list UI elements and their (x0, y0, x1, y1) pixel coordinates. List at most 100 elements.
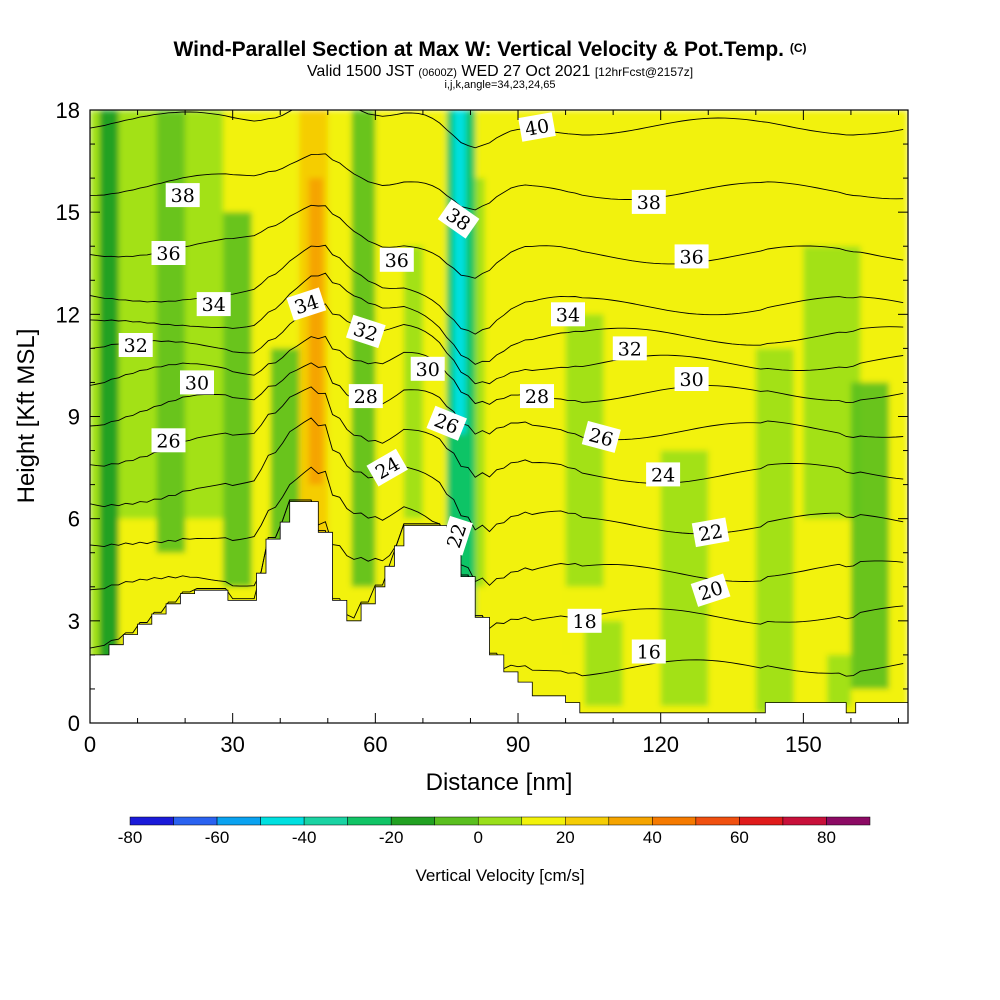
contour-label-17: 36 (674, 244, 709, 269)
colorbar-tick-80: 80 (817, 828, 836, 847)
theta-contour-20 (90, 466, 904, 586)
contour-label-text-10: 28 (354, 386, 378, 408)
contour-label-25: 20 (690, 573, 731, 607)
contour-label-7: 36 (379, 247, 414, 272)
theta-contour-16 (90, 499, 904, 677)
chart-subtitle-2: i,j,k,angle=34,23,24,65 (444, 79, 555, 91)
contour-label-1: 36 (151, 241, 186, 265)
colorbar-tick-60: 60 (730, 828, 749, 847)
chart-title-text: Wind-Parallel Section at Max W: Vertical… (173, 38, 784, 61)
colorbar-tick-0: 0 (474, 828, 483, 847)
colorbar-bin-9 (521, 816, 566, 826)
contour-label-26: 18 (567, 608, 602, 633)
contour-label-text-23: 24 (651, 464, 675, 486)
contour-label-text-2: 34 (202, 294, 226, 316)
colorbar-bin-6 (390, 816, 435, 826)
contour-label-27: 16 (631, 639, 666, 664)
terrain-layer (90, 501, 908, 723)
contour-label-text-0: 38 (171, 185, 195, 207)
contour-label-text-5: 26 (156, 430, 180, 452)
colorbar-tick--60: -60 (205, 828, 230, 847)
contour-label-10: 28 (348, 384, 383, 409)
contour-label-16: 38 (631, 189, 666, 214)
contour-label-24: 22 (691, 517, 730, 548)
contour-label-19: 32 (612, 336, 647, 361)
contour-label-15: 40 (518, 112, 556, 142)
colorbar-bin-10 (565, 816, 610, 826)
contour-label-0: 38 (165, 183, 200, 208)
theta-contour-26 (90, 362, 904, 441)
downdraft-core (453, 110, 466, 434)
subtitle-date: WED 27 Oct 2021 (461, 63, 590, 80)
colorbar: -80 -60 -40 -20 0 20 40 60 80 (118, 816, 871, 847)
x-axis: 0 30 60 90 120 150 (84, 110, 899, 757)
contour-label-9: 30 (410, 356, 445, 381)
x-tick-label-90: 90 (506, 732, 530, 757)
contour-labels: 3836343230263436323028262438224038363432… (118, 112, 731, 664)
x-tick-label-60: 60 (363, 732, 387, 757)
colorbar-bin-13 (695, 816, 740, 826)
subtitle-valid: Valid 1500 JST (307, 63, 415, 80)
field-band-3 (99, 110, 119, 723)
contour-label-text-21: 28 (525, 386, 549, 408)
contour-label-text-1: 36 (156, 243, 180, 265)
x-axis-label: Distance [nm] (426, 769, 573, 796)
y-tick-label-3: 3 (68, 609, 80, 634)
contour-label-text-15: 40 (523, 115, 551, 141)
colorbar-tick-40: 40 (643, 828, 662, 847)
colorbar-bin-14 (739, 816, 784, 826)
colorbar-tick--20: -20 (379, 828, 404, 847)
colorbar-bin-5 (347, 816, 392, 826)
contour-label-22: 26 (581, 420, 621, 453)
colorbar-bin-15 (782, 816, 827, 826)
contour-label-6: 34 (286, 287, 327, 321)
contour-label-14: 22 (439, 515, 473, 556)
contour-label-text-17: 36 (680, 246, 704, 268)
theta-contour-32 (90, 272, 904, 365)
contour-label-23: 24 (646, 462, 681, 487)
theta-contour-24 (90, 386, 904, 484)
y-tick-label-12: 12 (56, 302, 80, 327)
contour-label-text-7: 36 (385, 250, 409, 272)
theta-contour-36 (90, 204, 904, 279)
colorbar-bin-11 (608, 816, 653, 826)
contour-label-20: 30 (674, 367, 709, 391)
contour-label-text-4: 30 (185, 372, 209, 394)
contour-label-3: 32 (118, 333, 153, 357)
contour-label-21: 28 (520, 384, 554, 409)
theta-contour-18 (90, 499, 904, 629)
colorbar-bin-12 (652, 816, 697, 826)
colorbar-tick-20: 20 (556, 828, 575, 847)
colorbar-bin-4 (303, 816, 348, 826)
contour-label-text-24: 22 (697, 520, 725, 546)
contour-label-text-16: 38 (637, 192, 661, 214)
x-tick-label-0: 0 (84, 732, 96, 757)
updraft-core (308, 178, 324, 485)
x-tick-label-150: 150 (785, 732, 822, 757)
contour-label-4: 30 (180, 370, 214, 395)
field-band-2 (484, 110, 566, 723)
contour-label-text-18: 34 (556, 304, 580, 326)
colorbar-bin-2 (216, 816, 261, 826)
theta-contour-30 (90, 303, 904, 385)
subtitle-utc: (0600Z) (418, 67, 457, 79)
terrain (90, 501, 908, 723)
chart-title: Wind-Parallel Section at Max W: Vertical… (173, 38, 806, 61)
theta-contour-40 (90, 110, 904, 149)
y-tick-label-0: 0 (68, 711, 80, 736)
colorbar-bin-3 (260, 816, 305, 826)
theta-contours (90, 110, 904, 677)
chart-subtitle: Valid 1500 JST (0600Z) WED 27 Oct 2021 [… (307, 63, 693, 80)
theta-contour-28 (90, 335, 904, 405)
x-tick-label-120: 120 (642, 732, 679, 757)
colorbar-tick--80: -80 (118, 828, 143, 847)
contour-label-text-20: 30 (680, 369, 704, 391)
subtitle-forecast: [12hrFcst@2157z] (595, 65, 693, 79)
contour-label-18: 34 (551, 302, 585, 327)
contour-label-2: 34 (196, 292, 231, 317)
y-tick-label-6: 6 (68, 507, 80, 532)
colorbar-label: Vertical Velocity [cm/s] (415, 866, 584, 885)
theta-contour-38 (90, 153, 904, 211)
contour-label-11: 26 (426, 405, 467, 441)
